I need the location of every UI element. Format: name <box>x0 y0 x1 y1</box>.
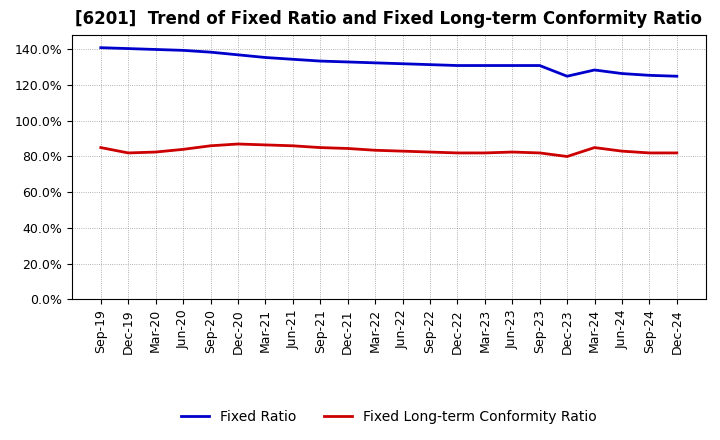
Fixed Ratio <box>480 63 489 68</box>
Fixed Long-term Conformity Ratio <box>316 145 325 150</box>
Fixed Long-term Conformity Ratio <box>179 147 187 152</box>
Fixed Ratio <box>426 62 434 67</box>
Legend: Fixed Ratio, Fixed Long-term Conformity Ratio: Fixed Ratio, Fixed Long-term Conformity … <box>176 404 602 429</box>
Line: Fixed Long-term Conformity Ratio: Fixed Long-term Conformity Ratio <box>101 144 677 157</box>
Fixed Long-term Conformity Ratio <box>371 147 379 153</box>
Fixed Long-term Conformity Ratio <box>261 142 270 147</box>
Fixed Long-term Conformity Ratio <box>96 145 105 150</box>
Fixed Long-term Conformity Ratio <box>289 143 297 148</box>
Fixed Long-term Conformity Ratio <box>645 150 654 156</box>
Title: [6201]  Trend of Fixed Ratio and Fixed Long-term Conformity Ratio: [6201] Trend of Fixed Ratio and Fixed Lo… <box>76 10 702 28</box>
Fixed Long-term Conformity Ratio <box>124 150 132 156</box>
Fixed Ratio <box>453 63 462 68</box>
Fixed Ratio <box>536 63 544 68</box>
Fixed Ratio <box>508 63 516 68</box>
Fixed Ratio <box>618 71 626 76</box>
Fixed Ratio <box>398 61 407 66</box>
Fixed Ratio <box>316 59 325 64</box>
Fixed Long-term Conformity Ratio <box>508 150 516 155</box>
Fixed Ratio <box>645 73 654 78</box>
Fixed Ratio <box>96 45 105 50</box>
Fixed Long-term Conformity Ratio <box>480 150 489 156</box>
Fixed Ratio <box>289 57 297 62</box>
Fixed Long-term Conformity Ratio <box>426 150 434 155</box>
Fixed Ratio <box>590 67 599 73</box>
Fixed Long-term Conformity Ratio <box>233 141 242 147</box>
Fixed Ratio <box>563 73 572 79</box>
Fixed Long-term Conformity Ratio <box>206 143 215 148</box>
Fixed Ratio <box>261 55 270 60</box>
Fixed Long-term Conformity Ratio <box>398 149 407 154</box>
Fixed Long-term Conformity Ratio <box>618 149 626 154</box>
Fixed Long-term Conformity Ratio <box>672 150 681 156</box>
Fixed Ratio <box>206 50 215 55</box>
Fixed Ratio <box>672 73 681 79</box>
Fixed Long-term Conformity Ratio <box>343 146 352 151</box>
Line: Fixed Ratio: Fixed Ratio <box>101 48 677 76</box>
Fixed Ratio <box>233 52 242 58</box>
Fixed Ratio <box>179 48 187 53</box>
Fixed Ratio <box>371 60 379 66</box>
Fixed Ratio <box>343 59 352 65</box>
Fixed Long-term Conformity Ratio <box>563 154 572 159</box>
Fixed Ratio <box>151 47 160 52</box>
Fixed Long-term Conformity Ratio <box>453 150 462 156</box>
Fixed Ratio <box>124 46 132 51</box>
Fixed Long-term Conformity Ratio <box>590 145 599 150</box>
Fixed Long-term Conformity Ratio <box>536 150 544 156</box>
Fixed Long-term Conformity Ratio <box>151 150 160 155</box>
